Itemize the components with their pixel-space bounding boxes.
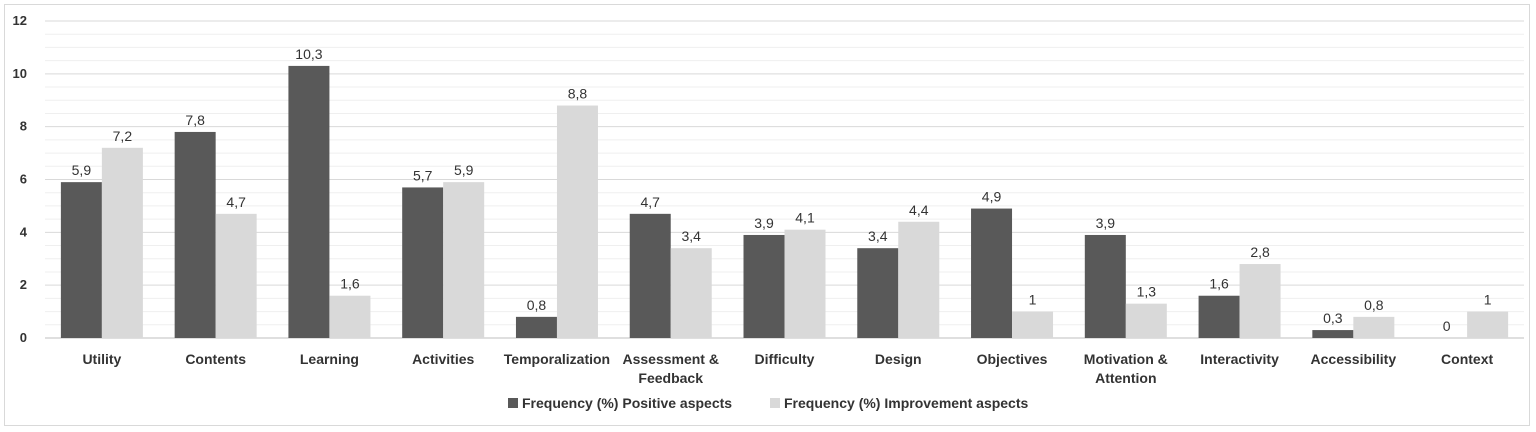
- data-label-improvement: 1: [1484, 292, 1492, 308]
- bar-improvement: [443, 182, 485, 338]
- bar-positive: [515, 316, 557, 338]
- legend-swatch-improvement: [770, 398, 780, 408]
- category-label: Temporalization: [504, 351, 610, 367]
- bar-positive: [1312, 330, 1354, 338]
- legend-swatch-positive: [508, 398, 518, 408]
- y-tick-label: 10: [13, 66, 27, 81]
- category-label: Activities: [412, 351, 474, 367]
- data-label-improvement: 5,9: [454, 162, 474, 178]
- data-label-positive: 0,3: [1323, 310, 1343, 326]
- data-label-positive: 5,7: [413, 167, 433, 183]
- data-label-positive: 7,8: [185, 112, 205, 128]
- data-label-positive: 10,3: [295, 46, 322, 62]
- bar-positive: [971, 208, 1013, 338]
- data-label-positive: 0,8: [527, 297, 547, 313]
- y-tick-label: 8: [20, 119, 27, 134]
- bar-improvement: [556, 105, 598, 339]
- bar-improvement: [1239, 264, 1281, 338]
- bar-positive: [174, 131, 216, 338]
- bar-positive: [857, 248, 899, 338]
- bar-improvement: [1353, 316, 1395, 338]
- bar-improvement: [784, 229, 826, 338]
- category-label: Feedback: [638, 370, 703, 386]
- data-label-improvement: 3,4: [681, 228, 701, 244]
- category-label: Difficulty: [755, 351, 815, 367]
- bar-positive: [629, 213, 671, 338]
- bar-improvement: [101, 147, 143, 338]
- data-label-positive: 4,7: [640, 194, 660, 210]
- category-label: Learning: [300, 351, 359, 367]
- y-tick-label: 12: [13, 13, 27, 28]
- bar-improvement: [670, 248, 712, 338]
- data-label-improvement: 4,1: [795, 210, 815, 226]
- bar-positive: [60, 182, 102, 338]
- bar-chart: 0246810125,97,2Utility7,84,7Contents10,3…: [13, 13, 1524, 411]
- data-label-improvement: 7,2: [113, 128, 133, 144]
- category-label: Motivation &: [1084, 351, 1168, 367]
- data-label-positive: 3,9: [1096, 215, 1116, 231]
- bar-positive: [402, 187, 444, 338]
- data-label-positive: 3,9: [754, 215, 774, 231]
- category-label: Assessment &: [622, 351, 719, 367]
- data-label-positive: 5,9: [72, 162, 92, 178]
- y-tick-label: 2: [20, 277, 27, 292]
- data-label-improvement: 4,4: [909, 202, 929, 218]
- data-label-positive: 3,4: [868, 228, 888, 244]
- chart-frame: 0 2 4 6 8 10 12 5,9 7,2 Utility 7,8 4,7 Contents 10,3…: [4, 4, 1530, 426]
- data-label-positive: 4,9: [982, 189, 1002, 205]
- category-label: Objectives: [977, 351, 1048, 367]
- bar-improvement: [215, 213, 257, 338]
- bar-improvement: [898, 221, 940, 338]
- data-label-improvement: 2,8: [1250, 244, 1270, 260]
- data-label-improvement: 4,7: [226, 194, 246, 210]
- category-label: Attention: [1095, 370, 1156, 386]
- category-label: Contents: [185, 351, 246, 367]
- bar-positive: [743, 234, 785, 338]
- legend-label-positive: Frequency (%) Positive aspects: [522, 395, 732, 411]
- category-label: Interactivity: [1200, 351, 1279, 367]
- data-label-improvement: 1: [1029, 292, 1037, 308]
- data-label-improvement: 0,8: [1364, 297, 1384, 313]
- bar-improvement: [1125, 303, 1167, 338]
- y-tick-label: 0: [20, 330, 27, 345]
- category-label: Design: [875, 351, 922, 367]
- bar-improvement: [1012, 311, 1054, 338]
- legend-label-improvement: Frequency (%) Improvement aspects: [784, 395, 1029, 411]
- bar-positive: [288, 65, 330, 339]
- data-label-improvement: 1,6: [340, 276, 360, 292]
- data-label-positive: 0: [1443, 318, 1451, 334]
- bar-positive: [1084, 234, 1126, 338]
- data-label-improvement: 1,3: [1137, 284, 1157, 300]
- bar-positive: [1198, 295, 1240, 338]
- data-label-improvement: 8,8: [568, 86, 588, 102]
- category-label: Context: [1441, 351, 1493, 367]
- category-label: Accessibility: [1311, 351, 1397, 367]
- bar-improvement: [1467, 311, 1509, 338]
- category-label: Utility: [82, 351, 121, 367]
- data-label-positive: 1,6: [1209, 276, 1229, 292]
- y-tick-label: 6: [20, 172, 27, 187]
- y-tick-label: 4: [20, 224, 28, 239]
- bar-improvement: [329, 295, 371, 338]
